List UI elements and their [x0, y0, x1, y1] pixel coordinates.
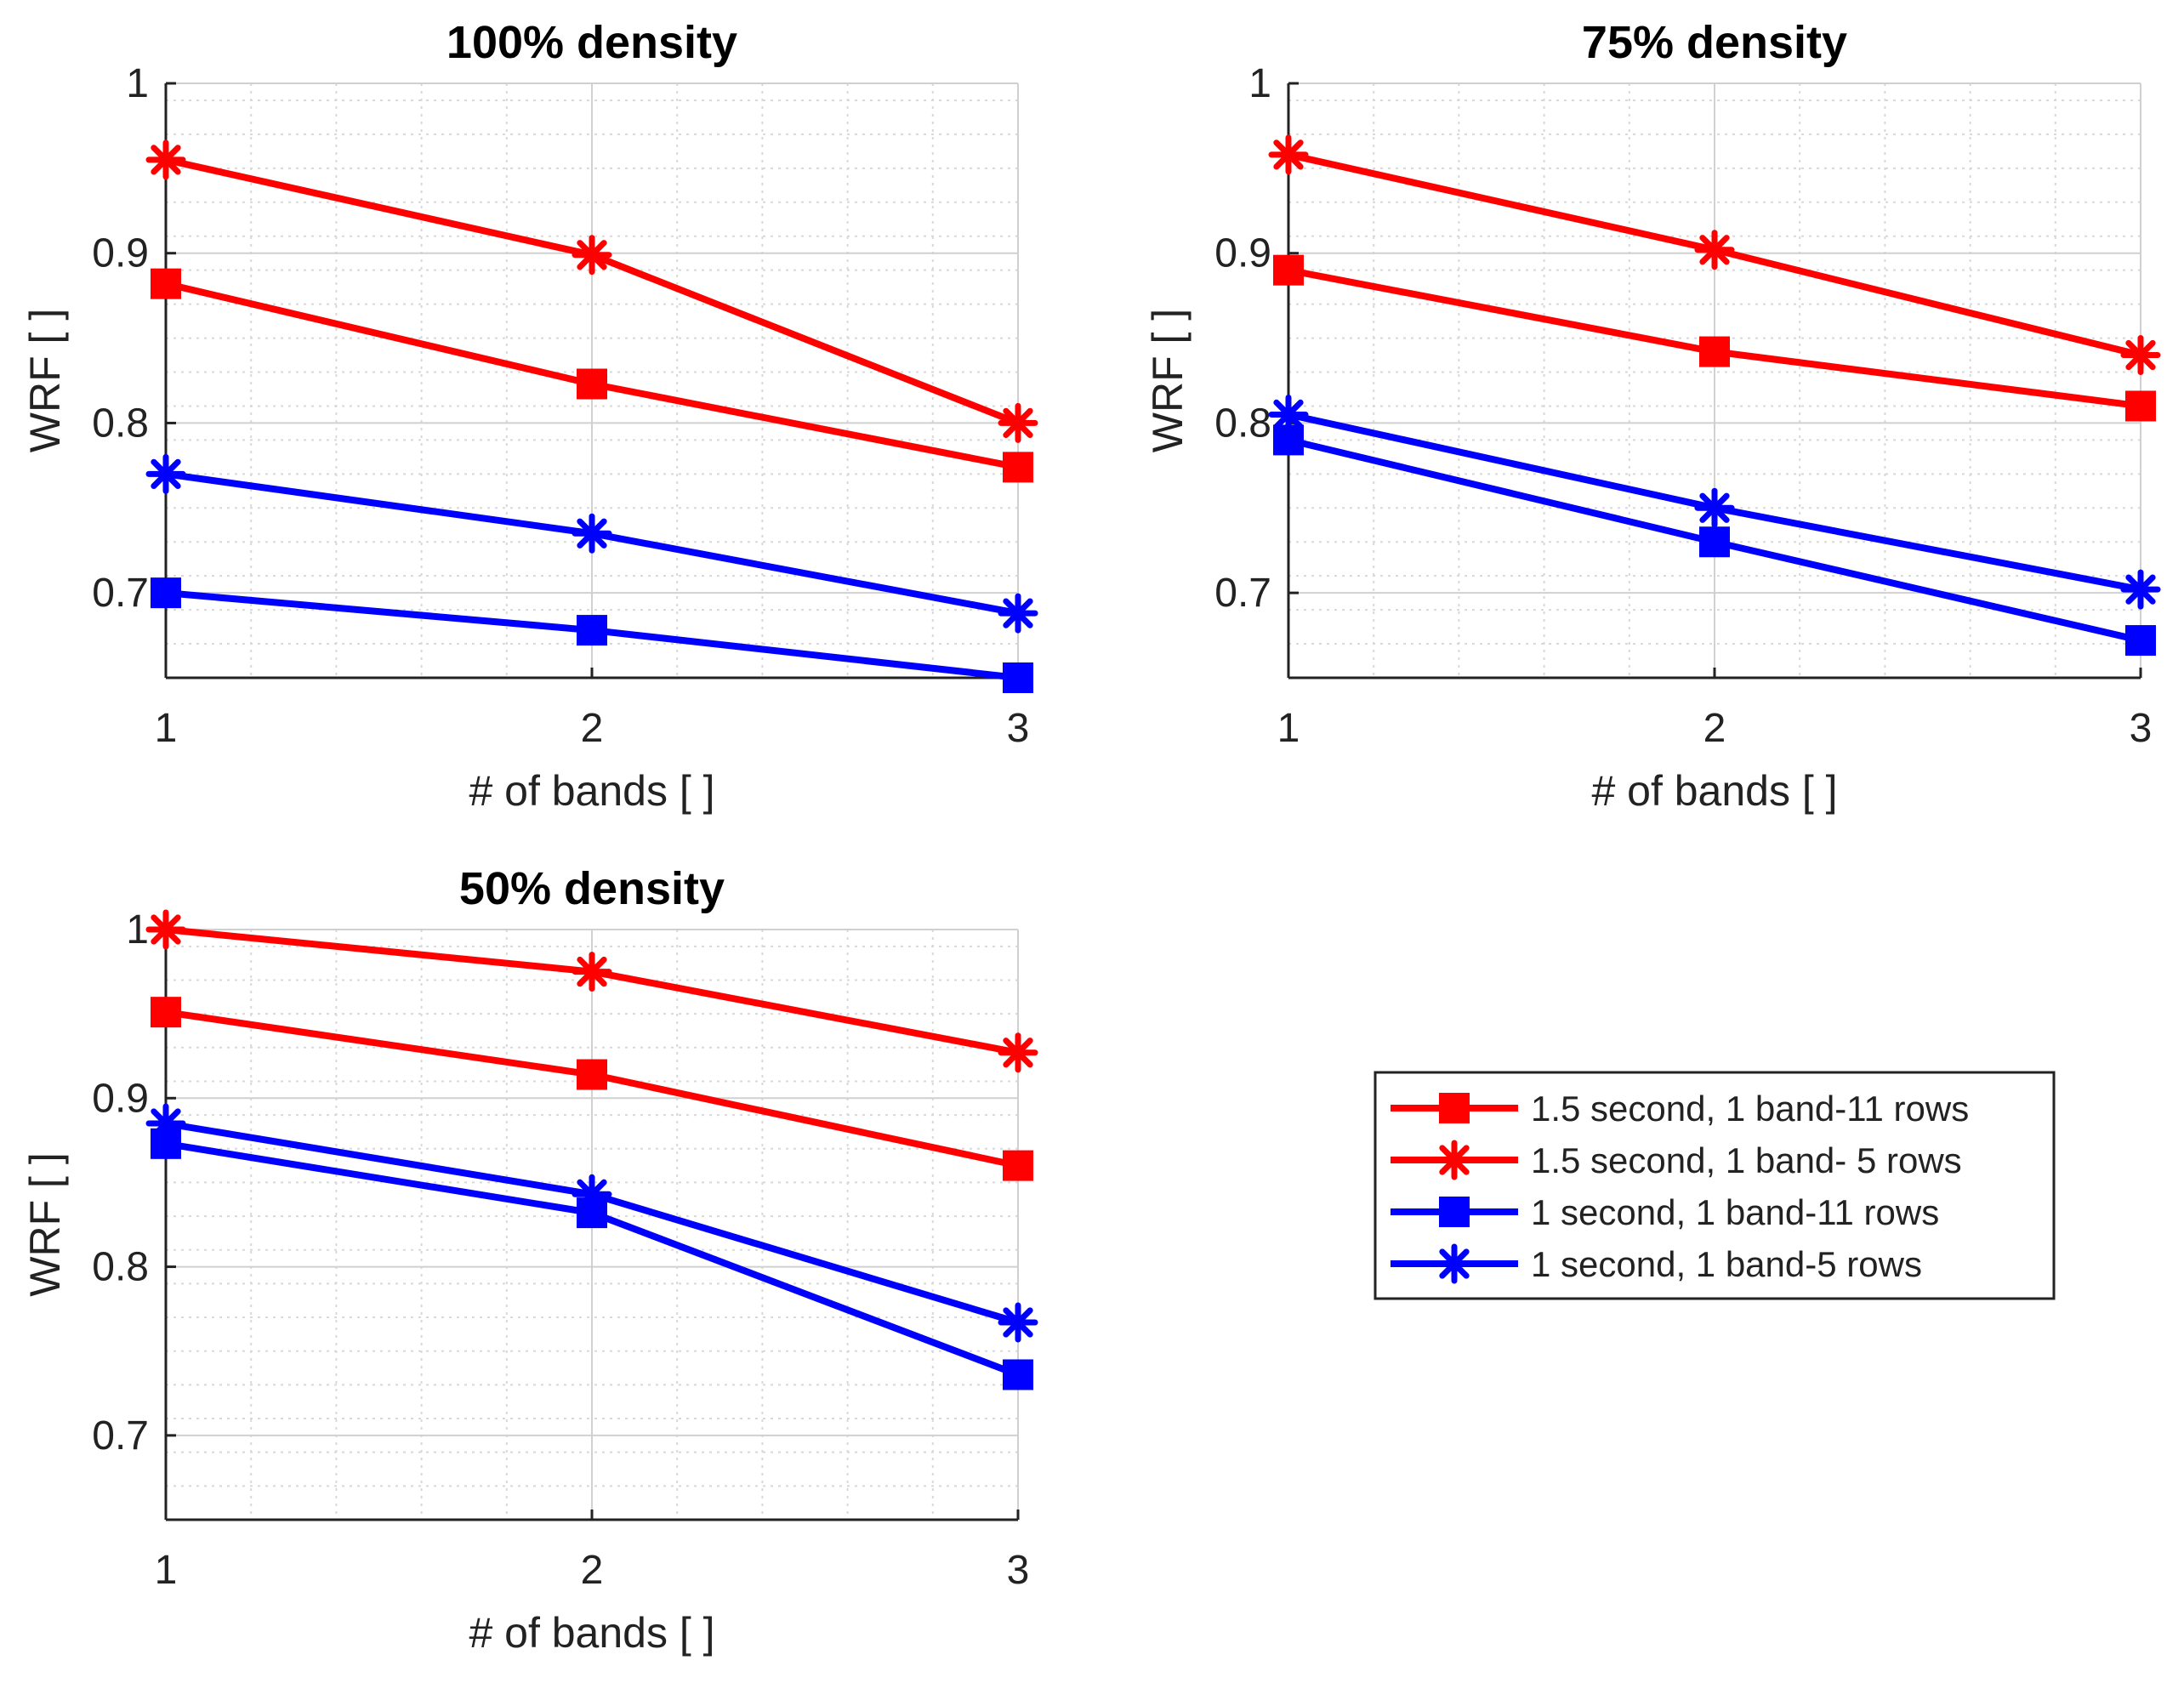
data-point — [577, 1059, 607, 1090]
y-tick-label: 0.8 — [92, 401, 149, 446]
y-tick-label: 0.9 — [1214, 231, 1271, 276]
data-point — [1003, 1359, 1033, 1390]
data-point — [998, 402, 1038, 443]
y-tick-label: 0.7 — [92, 571, 149, 616]
y-tick-label: 0.7 — [92, 1413, 149, 1458]
data-point — [1694, 230, 1735, 270]
y-tick-label: 0.8 — [92, 1245, 149, 1290]
y-tick-label: 1 — [1248, 61, 1271, 106]
x-tick-label: 2 — [581, 1548, 604, 1593]
x-tick-label: 3 — [2130, 706, 2153, 751]
chart-panel-75-density: 0.7 0.8 0.9 1 1 2 3 75% density # of bands [ ] WR… — [1144, 17, 2161, 815]
series-asterisk-blue — [145, 453, 1038, 634]
chart-title: 50% density — [459, 863, 725, 914]
legend-entry: 1 second, 1 band-5 rows — [1391, 1243, 1922, 1284]
legend: 1.5 second, 1 band-11 rows 1.5 second, 1 … — [1374, 1071, 2056, 1300]
data-point — [998, 1032, 1038, 1073]
y-tick-label: 0.7 — [1214, 571, 1271, 616]
data-point — [1694, 487, 1735, 528]
data-point — [151, 577, 181, 609]
data-point — [1699, 526, 1730, 558]
data-point — [572, 235, 612, 276]
chart-title: 75% density — [1582, 17, 1847, 68]
data-point — [2120, 335, 2161, 376]
data-point — [572, 1174, 612, 1214]
data-point — [998, 1302, 1038, 1343]
series-square-red — [1273, 254, 2156, 422]
chart-panel-100-density: 0.7 0.8 0.9 1 1 2 3 100% density # of bands [ ] W… — [21, 17, 1038, 815]
data-point — [1699, 336, 1730, 367]
x-tick-label: 3 — [1007, 1548, 1030, 1593]
data-point — [145, 139, 186, 180]
y-tick-label: 1 — [126, 907, 149, 952]
data-point — [151, 997, 181, 1028]
data-point — [145, 1103, 186, 1144]
data-point — [2125, 390, 2156, 422]
data-point — [145, 909, 186, 950]
data-point — [577, 368, 607, 400]
data-point — [998, 593, 1038, 634]
data-point — [1268, 394, 1309, 435]
chart-panel-50-density: 0.7 0.8 0.9 1 1 2 3 50% density # of bands [ ] WR… — [21, 863, 1038, 1657]
data-point — [572, 513, 612, 554]
series-asterisk-red — [145, 909, 1038, 1073]
series-square-red — [151, 268, 1033, 483]
legend-marker — [1439, 1197, 1470, 1227]
series-square-blue — [151, 577, 1033, 693]
y-axis-label: WRF [ ] — [21, 309, 69, 452]
x-tick-label: 2 — [581, 706, 604, 751]
data-point — [577, 615, 607, 646]
legend-marker — [1434, 1140, 1475, 1180]
data-point — [1003, 662, 1033, 693]
data-point — [1003, 452, 1033, 483]
data-point — [1273, 254, 1304, 286]
data-point — [151, 268, 181, 299]
x-tick-label: 1 — [155, 1548, 178, 1593]
x-tick-label: 3 — [1007, 706, 1030, 751]
legend-marker — [1439, 1093, 1470, 1123]
major-grid — [1288, 82, 2141, 678]
legend-marker — [1434, 1243, 1475, 1284]
legend-entry: 1 second, 1 band-11 rows — [1391, 1192, 1939, 1232]
y-tick-label: 1 — [126, 61, 149, 106]
x-axis-label: # of bands [ ] — [469, 1609, 714, 1657]
x-axis-label: # of bands [ ] — [1591, 767, 1837, 815]
legend-label: 1 second, 1 band-5 rows — [1531, 1244, 1922, 1284]
data-point — [572, 952, 612, 992]
data-point — [1268, 134, 1309, 175]
data-point — [2120, 569, 2161, 610]
x-axis-label: # of bands [ ] — [469, 767, 714, 815]
y-tick-label: 0.8 — [1214, 401, 1271, 446]
y-tick-label: 0.9 — [92, 1076, 149, 1121]
data-point — [145, 453, 186, 494]
legend-label: 1 second, 1 band-11 rows — [1531, 1192, 1939, 1232]
x-tick-label: 1 — [155, 706, 178, 751]
legend-label: 1.5 second, 1 band-11 rows — [1531, 1089, 1969, 1129]
x-tick-label: 2 — [1703, 706, 1726, 751]
series-asterisk-blue — [1268, 394, 2161, 610]
data-point — [2125, 625, 2156, 657]
y-axis-label: WRF [ ] — [21, 1152, 69, 1296]
x-tick-label: 1 — [1277, 706, 1300, 751]
legend-entry: 1.5 second, 1 band- 5 rows — [1391, 1140, 1962, 1180]
data-point — [1003, 1150, 1033, 1181]
chart-title: 100% density — [446, 17, 737, 68]
series-square-red — [151, 997, 1033, 1181]
legend-label: 1.5 second, 1 band- 5 rows — [1531, 1140, 1962, 1180]
series-asterisk-red — [145, 139, 1038, 443]
y-tick-label: 0.9 — [92, 231, 149, 276]
legend-entry: 1.5 second, 1 band-11 rows — [1391, 1089, 1969, 1129]
series-asterisk-blue — [145, 1103, 1038, 1343]
series-asterisk-red — [1268, 134, 2161, 376]
y-axis-label: WRF [ ] — [1144, 309, 1192, 452]
